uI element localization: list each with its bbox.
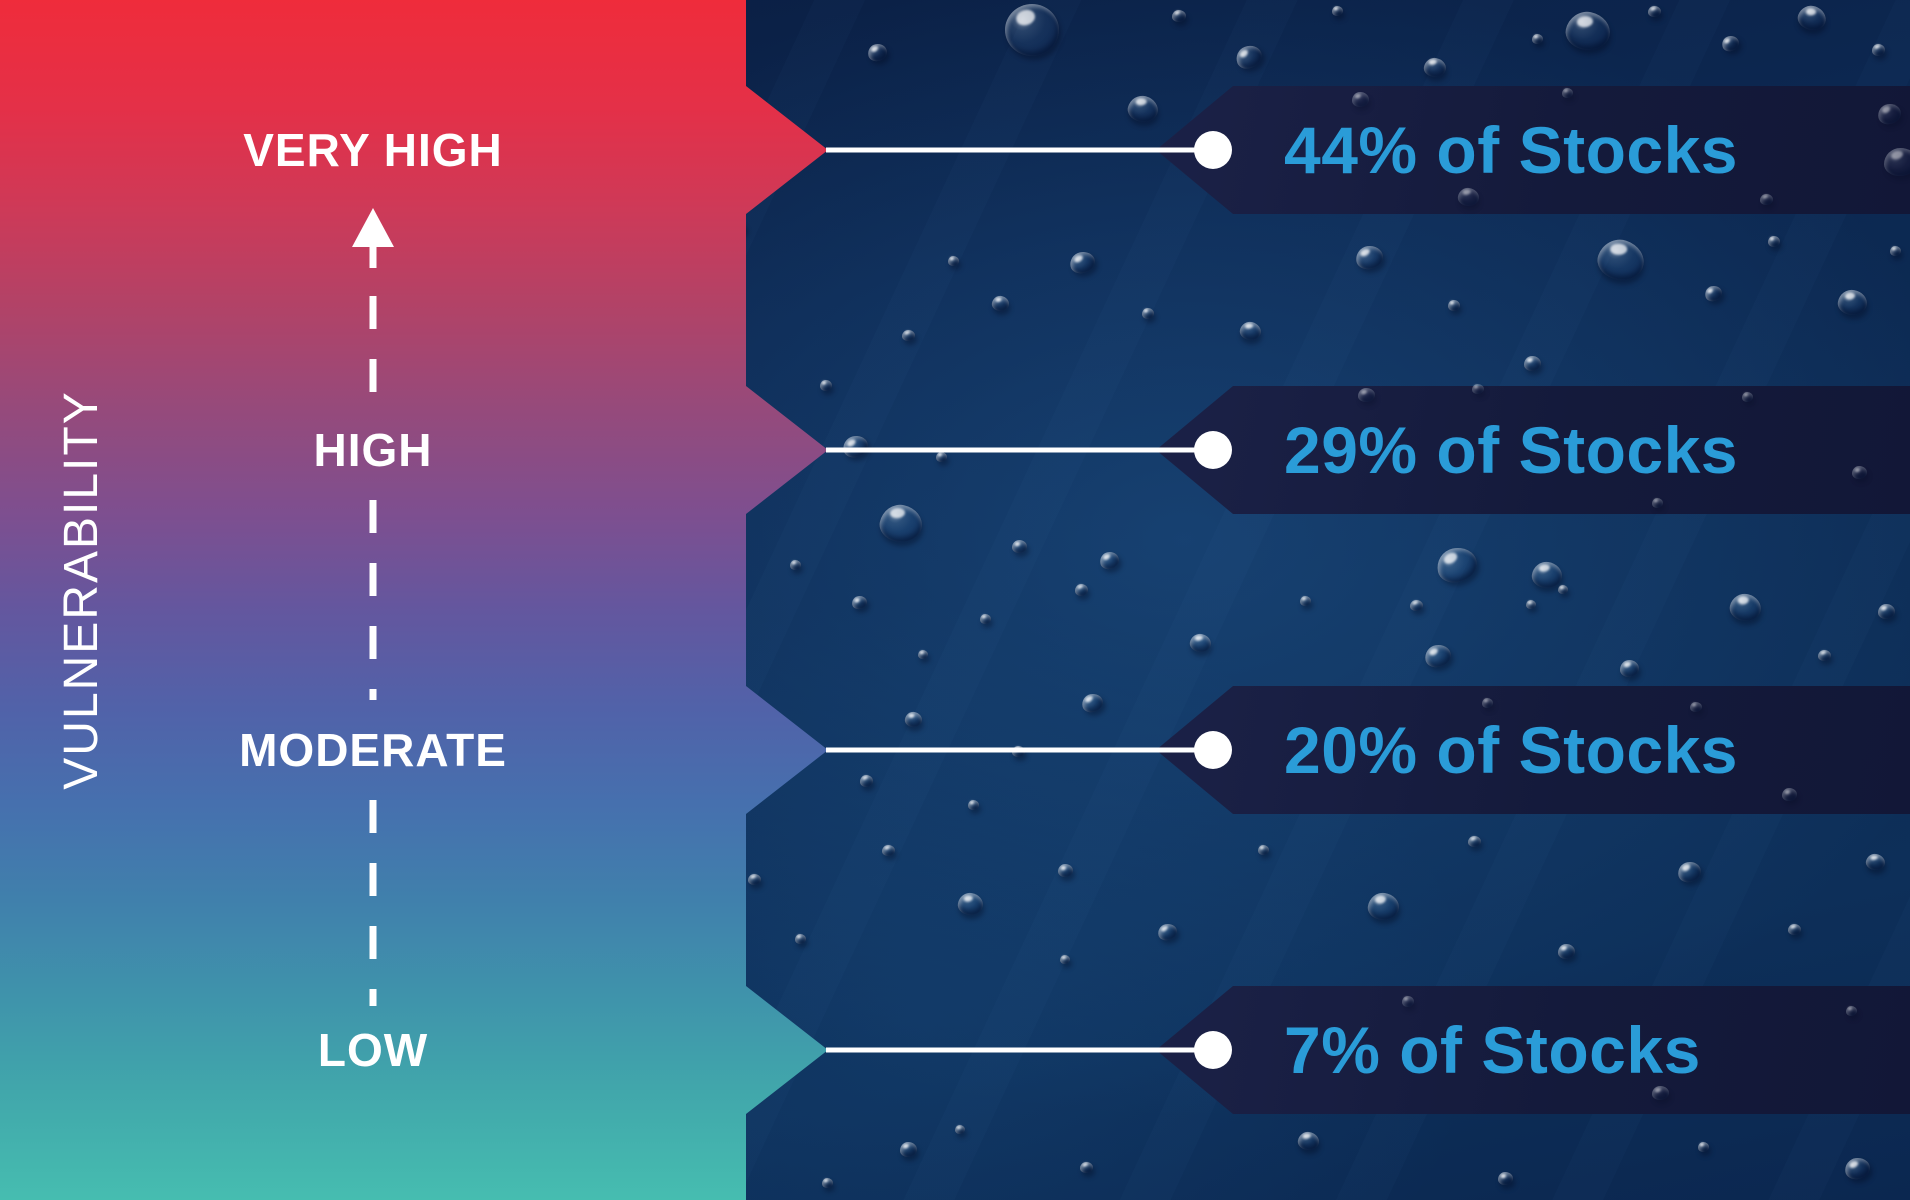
water-droplet bbox=[822, 1178, 833, 1188]
water-droplet bbox=[1060, 955, 1070, 964]
water-droplet bbox=[1890, 246, 1901, 256]
water-droplet bbox=[1884, 148, 1910, 176]
water-droplet bbox=[1620, 660, 1639, 677]
water-droplet bbox=[795, 934, 806, 944]
water-droplet bbox=[1058, 864, 1073, 877]
banner-high: 29% of Stocks bbox=[1156, 386, 1910, 514]
stock-value-label: 44% of Stocks bbox=[1284, 113, 1738, 187]
water-droplet bbox=[1760, 194, 1773, 205]
stock-value-label: 7% of Stocks bbox=[1284, 1013, 1701, 1087]
water-droplet bbox=[1562, 88, 1573, 98]
water-droplet bbox=[936, 452, 947, 462]
water-droplet bbox=[1698, 1142, 1709, 1152]
water-droplet bbox=[1402, 996, 1414, 1007]
stock-value-label: 29% of Stocks bbox=[1284, 413, 1738, 487]
water-droplet bbox=[1652, 1086, 1669, 1100]
water-droplet bbox=[1472, 384, 1484, 394]
banner-low: 7% of Stocks bbox=[1156, 986, 1910, 1114]
water-droplet bbox=[1558, 585, 1568, 594]
water-droplet bbox=[948, 256, 959, 266]
water-droplet bbox=[1524, 356, 1541, 371]
water-droplet bbox=[1258, 845, 1269, 855]
water-droplet bbox=[1300, 596, 1311, 606]
water-droplet bbox=[1498, 1172, 1513, 1185]
water-droplet bbox=[1742, 392, 1753, 402]
vulnerability-gradient-panel bbox=[0, 0, 828, 1200]
water-droplet bbox=[1012, 540, 1027, 553]
water-droplet bbox=[902, 330, 915, 341]
water-droplet bbox=[1782, 788, 1797, 801]
water-droplet bbox=[1558, 944, 1575, 959]
water-droplet bbox=[1872, 44, 1885, 56]
water-droplet bbox=[1352, 92, 1369, 107]
water-droplet bbox=[1410, 600, 1423, 611]
water-droplet bbox=[955, 1125, 965, 1134]
level-label-moderate: MODERATE bbox=[239, 724, 507, 776]
water-droplet bbox=[980, 614, 991, 624]
water-droplet bbox=[968, 800, 979, 810]
water-droplet bbox=[1172, 10, 1186, 22]
water-droplet bbox=[1852, 466, 1867, 479]
level-label-very-high: VERY HIGH bbox=[243, 124, 503, 176]
level-label-low: LOW bbox=[317, 1024, 429, 1076]
water-droplet bbox=[1846, 1006, 1857, 1016]
water-droplet bbox=[1788, 924, 1801, 935]
water-droplet bbox=[1142, 308, 1154, 319]
water-droplet bbox=[1448, 300, 1460, 311]
water-droplet bbox=[1652, 498, 1663, 508]
water-droplet bbox=[1532, 34, 1543, 44]
water-droplet bbox=[1005, 4, 1059, 56]
water-droplet bbox=[1080, 1162, 1093, 1173]
water-droplet bbox=[1768, 236, 1780, 247]
water-droplet bbox=[1526, 600, 1536, 609]
water-droplet bbox=[918, 650, 928, 659]
water-droplet bbox=[1648, 6, 1661, 17]
water-droplet bbox=[1818, 650, 1831, 661]
water-droplet bbox=[790, 560, 801, 570]
vulnerability-axis-title: VULNERABILITY bbox=[55, 390, 108, 790]
water-droplet bbox=[820, 380, 832, 391]
water-droplet bbox=[882, 845, 895, 856]
water-droplet bbox=[1482, 698, 1493, 708]
water-droplet bbox=[1358, 388, 1375, 402]
water-droplet bbox=[1075, 584, 1088, 596]
water-droplet bbox=[1878, 604, 1895, 619]
water-droplet bbox=[1468, 836, 1481, 847]
stock-value-label: 20% of Stocks bbox=[1284, 713, 1738, 787]
water-droplet bbox=[748, 874, 761, 885]
banner-very-high: 44% of Stocks bbox=[1156, 86, 1910, 214]
water-droplet bbox=[1332, 6, 1343, 16]
level-label-high: HIGH bbox=[313, 424, 433, 476]
water-droplet bbox=[1690, 702, 1702, 712]
water-droplet bbox=[860, 775, 873, 787]
water-droplet bbox=[900, 1142, 917, 1157]
